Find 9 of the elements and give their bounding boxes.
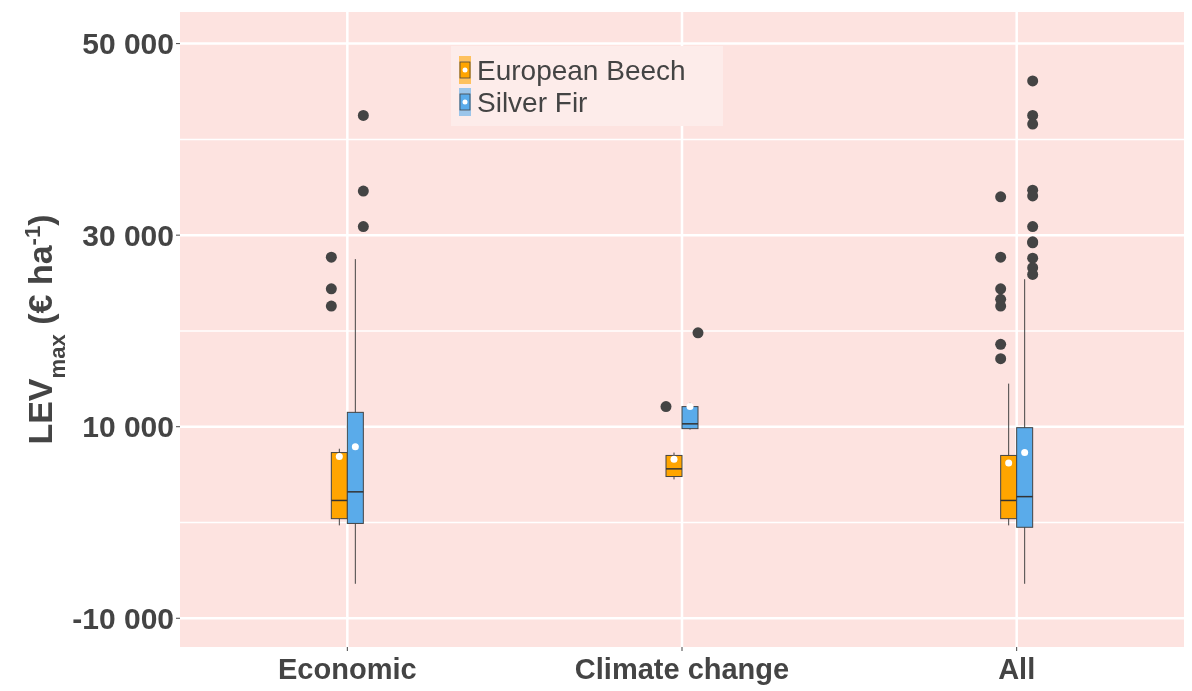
y-tick-label: 50 000 <box>82 27 174 61</box>
x-tick-label: Climate change <box>574 653 790 685</box>
legend-label: European Beech <box>477 55 686 86</box>
y-tick-label: 10 000 <box>82 410 174 444</box>
y-tick-label: 30 000 <box>82 218 174 252</box>
x-tick-label: Economic <box>278 653 417 685</box>
legend-label: Silver Fir <box>477 87 588 118</box>
y-tick-label: -10 000 <box>72 601 174 635</box>
x-tick-label: All <box>998 653 1036 685</box>
